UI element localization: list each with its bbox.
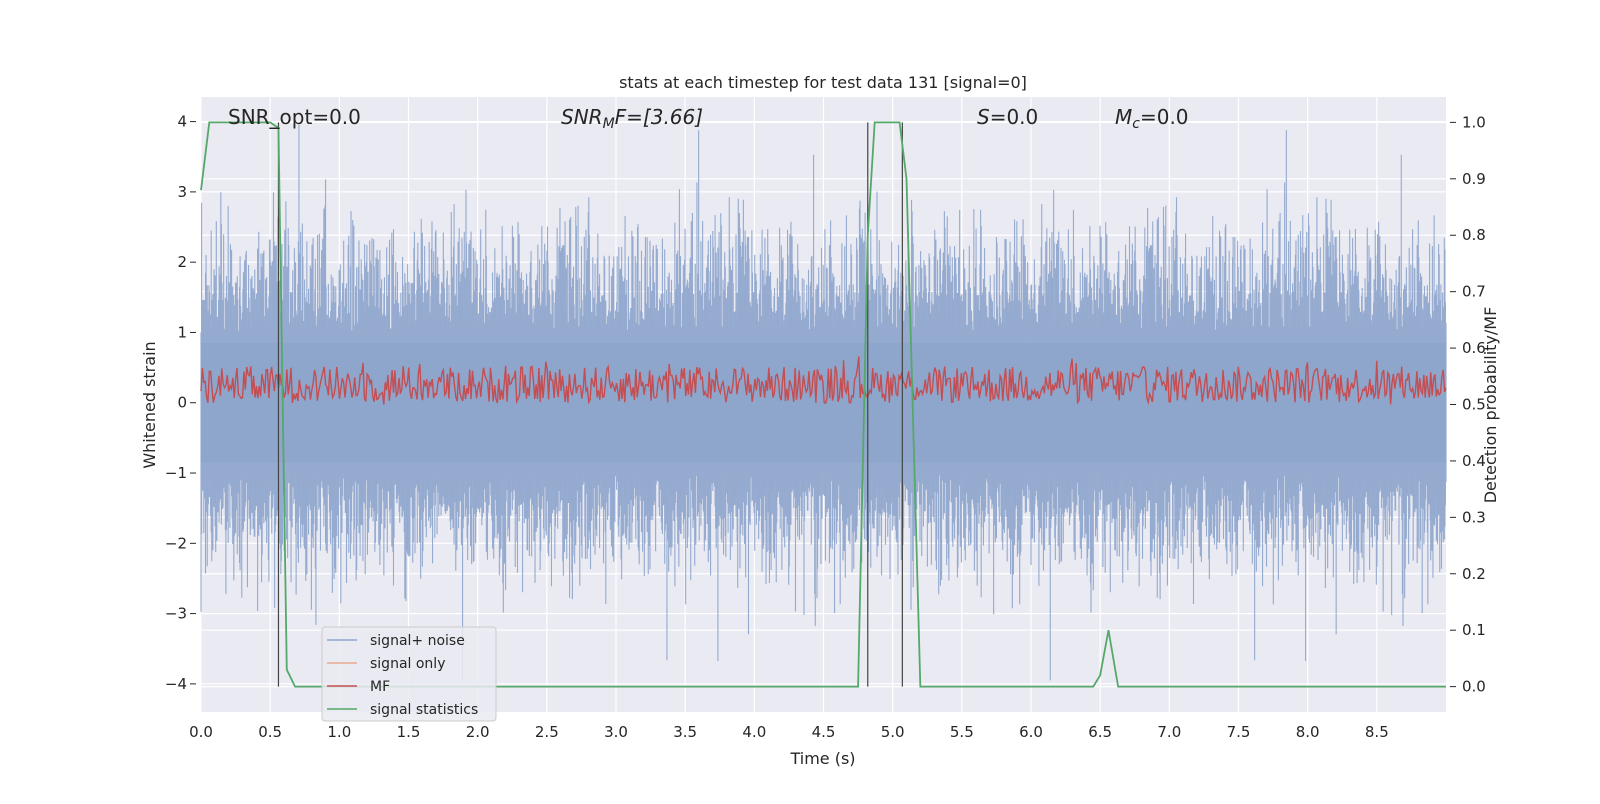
y-tick-label-left: 1 [177, 323, 187, 341]
x-tick-label: 3.0 [604, 723, 628, 741]
y-axis-label-right: Detection probability/MF [1481, 307, 1500, 504]
y-tick-label-right: 0.3 [1462, 508, 1486, 526]
x-tick-label: 6.0 [1019, 723, 1043, 741]
y-tick-label-left: 2 [177, 253, 187, 271]
x-tick-label: 8.0 [1296, 723, 1320, 741]
annotation-mc: Mc=0.0 [1115, 105, 1189, 132]
x-tick-label: 8.5 [1365, 723, 1389, 741]
x-tick-label: 4.0 [742, 723, 766, 741]
annotation-mc-symbol: M [1115, 105, 1132, 129]
y-tick-label-left: −2 [165, 534, 187, 552]
annotation-snr-opt: SNR_opt=0.0 [228, 105, 361, 129]
legend-label-mf: MF [370, 679, 390, 695]
y-tick-label-right: 0.4 [1462, 452, 1486, 470]
annotation-s: S=0.0 [977, 105, 1038, 129]
annotation-mc-subscript: c [1132, 116, 1140, 132]
x-tick-label: 5.0 [881, 723, 905, 741]
x-tick-label: 1.0 [327, 723, 351, 741]
chart-title: stats at each timestep for test data 131… [619, 73, 1027, 92]
y-tick-label-right: 0.1 [1462, 621, 1486, 639]
x-tick-label: 5.5 [950, 723, 974, 741]
x-ticks: 0.0 0.5 1.0 1.5 2.0 2.5 3.0 3.5 4.0 4.5 5.0 5.5 6.0 6… [189, 723, 1389, 741]
x-tick-label: 7.5 [1227, 723, 1251, 741]
y-ticks-left: 4 3 2 1 0 −1 −2 −3 −4 [165, 113, 196, 693]
annotation-s-symbol: S [977, 105, 990, 129]
x-axis-label: Time (s) [789, 749, 855, 768]
y-tick-label-right: 0.0 [1462, 678, 1486, 696]
y-tick-label-right: 1.0 [1462, 113, 1486, 131]
series-mf [200, 356, 1447, 405]
annotation-snr-mf-value: F=[3.66] [615, 105, 703, 129]
legend-box [321, 626, 497, 722]
y-tick-label-right: 0.6 [1462, 339, 1486, 357]
y-tick-label-left: 4 [177, 113, 187, 131]
y-tick-label-right: 0.8 [1462, 226, 1486, 244]
y-tick-label-right: 0.7 [1462, 283, 1486, 301]
annotation-mc-value: =0.0 [1140, 105, 1189, 129]
x-tick-label: 1.5 [397, 723, 421, 741]
y-tick-label-right: 0.9 [1462, 170, 1486, 188]
annotation-snr-mf-subscript: M [603, 116, 615, 132]
plot-series [200, 121, 1447, 688]
y-tick-label-left: 3 [177, 183, 187, 201]
x-tick-label: 3.5 [673, 723, 697, 741]
x-tick-label: 2.0 [466, 723, 490, 741]
x-tick-label: 0.5 [258, 723, 282, 741]
y-tick-label-left: −3 [165, 605, 187, 623]
y-tick-label-right: 0.2 [1462, 565, 1486, 583]
x-tick-label: 0.0 [189, 723, 213, 741]
x-tick-label: 2.5 [535, 723, 559, 741]
annotation-snr-mf-symbol: SNR [561, 105, 603, 129]
legend-label-signal-only: signal only [370, 656, 445, 672]
legend-label-signal-noise: signal+ noise [370, 633, 465, 649]
y-tick-label-left: −4 [165, 675, 187, 693]
legend-label-signal-statistics: signal statistics [370, 702, 478, 718]
x-tick-label: 4.5 [812, 723, 836, 741]
x-tick-label: 7.0 [1157, 723, 1181, 741]
y-tick-label-left: −1 [165, 464, 187, 482]
y-ticks-right: 1.0 0.9 0.8 0.7 0.6 0.5 0.4 0.3 0.2 0.1 0.0 [1450, 113, 1486, 696]
series-signal-statistics [200, 121, 1446, 688]
annotation-s-value: =0.0 [990, 105, 1039, 129]
legend: signal+ noise signal only MF signal stat… [321, 626, 497, 722]
y-tick-label-right: 0.5 [1462, 396, 1486, 414]
y-tick-label-left: 0 [177, 394, 187, 412]
y-axis-label-left: Whitened strain [140, 341, 159, 468]
annotation-snr-mf: SNRMF=[3.66] [561, 105, 703, 132]
x-tick-label: 6.5 [1088, 723, 1112, 741]
